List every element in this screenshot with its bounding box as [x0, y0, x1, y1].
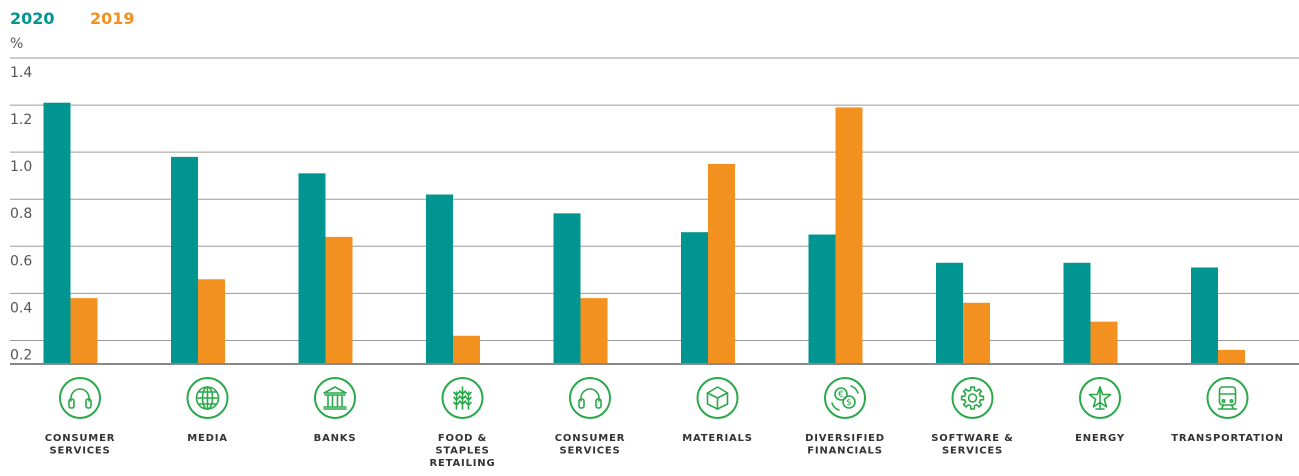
category-label: MATERIALS — [682, 433, 753, 444]
bars — [43, 102, 1245, 364]
bar-2020-8 — [936, 262, 963, 364]
legend: 2020 2019 — [10, 9, 135, 28]
category-labels: CONSUMER SERVICES MEDIA BANKS FOOD & STAPLES R… — [45, 433, 1284, 469]
bar-2019-6 — [708, 163, 735, 364]
category-label: MEDIA — [187, 433, 228, 444]
y-tick-label: 0.4 — [10, 300, 32, 316]
y-tick-label: 1.2 — [10, 112, 32, 128]
dollar-glyph: $ — [846, 398, 852, 408]
train-icon — [1206, 377, 1249, 419]
wheat-icon — [441, 377, 484, 419]
bar-2020-10 — [1191, 267, 1218, 364]
bar-2019-3 — [325, 236, 353, 364]
bar-2019-8 — [963, 302, 990, 364]
bar-2019-2 — [198, 279, 225, 364]
globe-icon — [186, 377, 229, 419]
category-label: SOFTWARE & SERVICES — [931, 433, 1013, 457]
legend-2019: 2019 — [90, 9, 135, 28]
bar-2019-4 — [453, 335, 480, 364]
bar-2020-5 — [553, 213, 581, 364]
bar-2020-7 — [808, 234, 836, 364]
bar-2020-6 — [681, 232, 708, 364]
category-label: DIVERSIFIED FINANCIALS — [805, 433, 885, 457]
bar-2020-4 — [426, 194, 453, 364]
bar-2019-10 — [1218, 349, 1245, 364]
gear-icon — [951, 377, 994, 419]
energy-star-icon — [1079, 377, 1121, 419]
bar-2020-9 — [1063, 262, 1091, 364]
category-label: BANKS — [314, 433, 357, 444]
bar-2020-2 — [171, 156, 198, 364]
y-tick-label: 0.2 — [10, 347, 32, 363]
bar-2019-5 — [580, 298, 608, 364]
cube-icon — [696, 377, 739, 419]
y-tick-label: 0.8 — [10, 206, 32, 222]
category-label: CONSUMER SERVICES — [45, 433, 115, 457]
y-tick-label: 0.6 — [10, 253, 32, 269]
category-icons: €$ — [59, 377, 1249, 419]
bar-2019-7 — [835, 107, 863, 364]
category-label: FOOD & STAPLES RETAILING — [430, 433, 496, 469]
category-label: TRANSPORTATION — [1171, 433, 1284, 444]
category-label: ENERGY — [1075, 433, 1125, 444]
y-tick-label: 1.0 — [10, 159, 32, 175]
bar-2019-1 — [70, 298, 98, 364]
headphones-icon — [569, 377, 611, 419]
headphones-icon — [59, 377, 101, 419]
bank-building-icon — [314, 377, 356, 419]
bar-2020-3 — [298, 173, 326, 364]
y-axis-ticks: 1.4 1.2 1.0 0.8 0.6 0.4 0.2 — [10, 65, 32, 363]
currency-exchange-icon: €$ — [824, 377, 866, 419]
bar-2020-1 — [43, 102, 71, 364]
legend-2020: 2020 — [10, 9, 55, 28]
y-unit-label: % — [10, 36, 23, 52]
y-tick-label: 1.4 — [10, 65, 32, 81]
category-label: CONSUMER SERVICES — [555, 433, 625, 457]
bar-2019-9 — [1090, 321, 1118, 364]
euro-glyph: € — [838, 390, 844, 400]
